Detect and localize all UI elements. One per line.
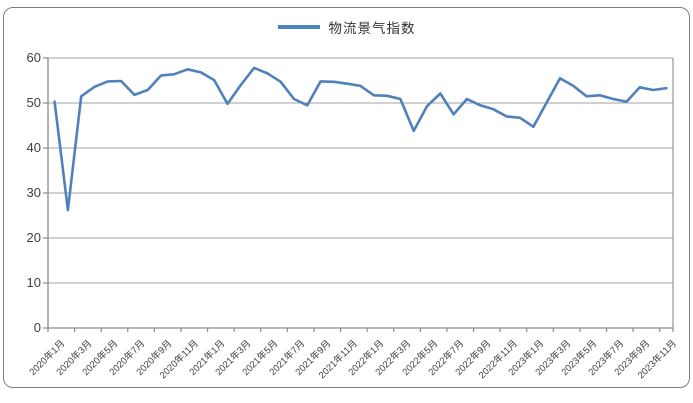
y-axis-tick-label: 20 — [26, 230, 41, 245]
chart-legend: 物流景气指数 — [0, 17, 693, 37]
y-axis-tick-label: 50 — [26, 95, 41, 110]
y-axis-tick-label: 40 — [26, 140, 41, 155]
series-line — [53, 66, 668, 212]
y-axis-tick-label: 60 — [26, 50, 41, 65]
chart-frame — [3, 7, 690, 388]
y-axis-tick-label: 0 — [33, 320, 41, 335]
legend-series-label: 物流景气指数 — [328, 21, 416, 36]
legend-line-marker — [277, 25, 320, 29]
y-axis-tick-label: 30 — [26, 185, 41, 200]
y-axis-tick-label: 10 — [26, 275, 41, 290]
